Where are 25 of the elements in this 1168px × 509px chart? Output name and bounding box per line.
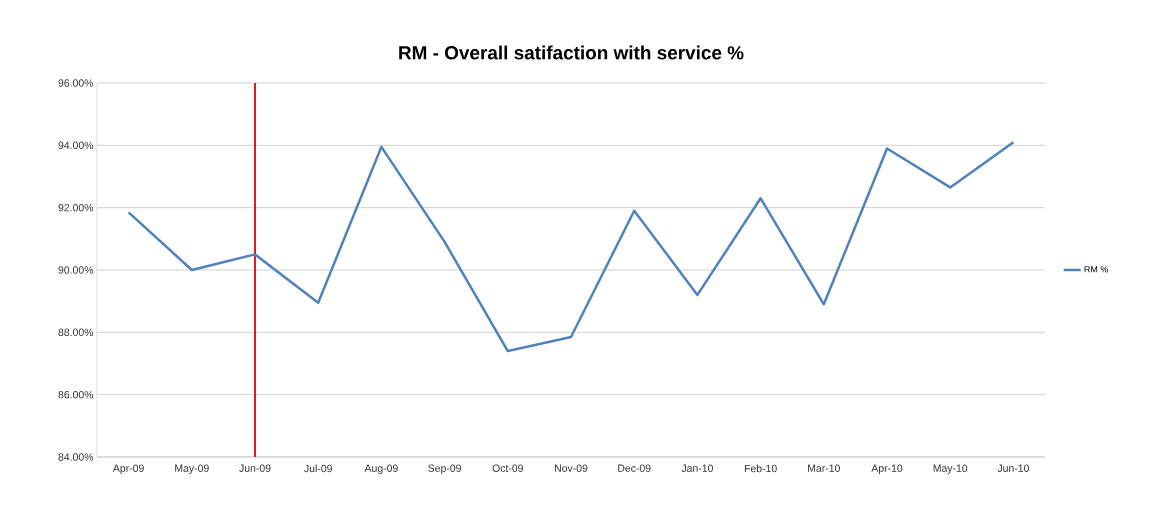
y-tick-label: 96.00%: [58, 79, 94, 87]
y-tick-label: 92.00%: [58, 203, 94, 212]
x-tick-label: Aug-09: [364, 464, 398, 474]
line-series: [127, 140, 1015, 353]
x-tick-label: May-09: [175, 464, 209, 474]
x-tick-label: May-10: [933, 464, 968, 474]
x-tick-label: Jul-09: [304, 464, 332, 473]
x-tick-label: Mar-10: [808, 464, 840, 472]
x-tick-label: Oct-09: [492, 464, 523, 472]
x-tick-label: Apr-10: [871, 464, 903, 474]
y-tick-label: 90.00%: [58, 266, 94, 274]
x-tick-label: Sep-09: [428, 464, 461, 474]
legend-label: RM %: [1084, 266, 1108, 273]
y-tick-label: 84.00%: [58, 453, 94, 461]
x-tick-label: Jan-10: [681, 464, 713, 472]
x-tick-label: Feb-10: [744, 464, 777, 473]
chart-title: RM - Overall satifaction with service %: [399, 45, 744, 60]
y-tick-label: 94.00%: [58, 141, 94, 150]
x-tick-label: Jun-10: [997, 464, 1029, 472]
x-tick-label: Apr-09: [112, 464, 144, 474]
y-tick-label: 88.00%: [58, 328, 94, 337]
x-tick-label: Jun-09: [239, 464, 271, 472]
x-tick-label: Nov-09: [555, 464, 588, 472]
y-tick-label: 86.00%: [58, 390, 94, 399]
x-tick-label: Dec-09: [618, 464, 651, 472]
